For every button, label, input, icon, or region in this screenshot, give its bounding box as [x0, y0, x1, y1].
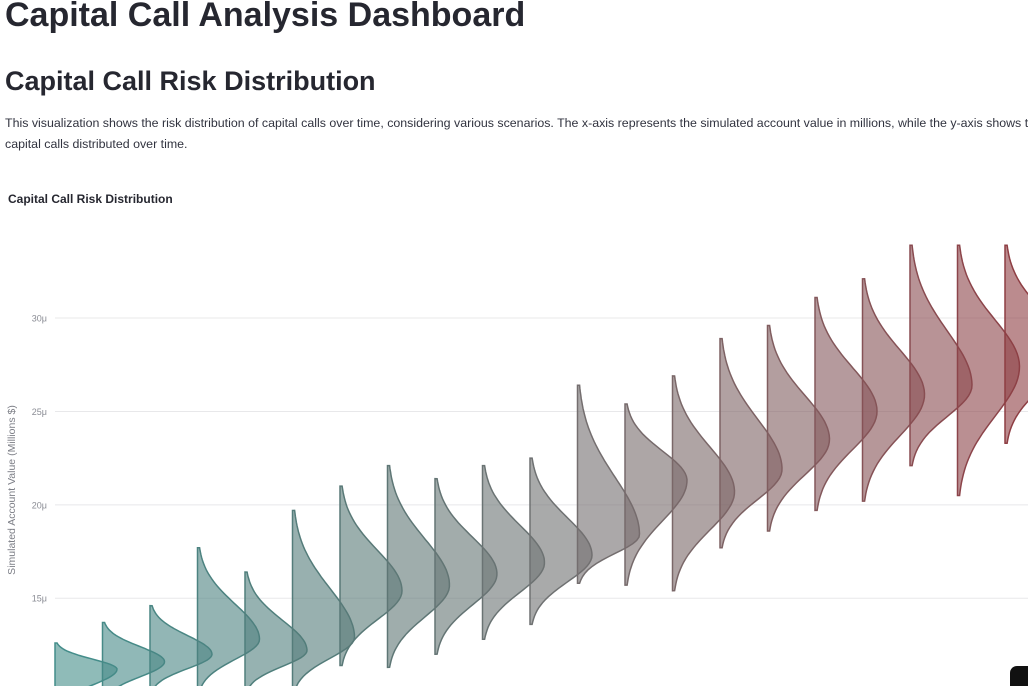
- y-tick-label: 20μ: [32, 500, 47, 510]
- y-tick-label: 25μ: [32, 407, 47, 417]
- plot-area: [54, 244, 1028, 686]
- section-description: This visualization shows the risk distri…: [5, 116, 1028, 151]
- chart: Capital Call Risk Distribution Simulated…: [6, 192, 1028, 686]
- violin: [1004, 244, 1028, 444]
- section-title: Capital Call Risk Distribution: [5, 66, 376, 96]
- violin: [291, 509, 356, 686]
- y-tick-label: 15μ: [32, 594, 47, 604]
- chart-title: Capital Call Risk Distribution: [8, 192, 173, 206]
- y-tick-label: 30μ: [32, 314, 47, 324]
- y-axis-label: Simulated Account Value (Millions $): [6, 405, 18, 575]
- floating-button[interactable]: [1010, 666, 1028, 686]
- violin: [576, 384, 641, 585]
- page-title: Capital Call Analysis Dashboard: [5, 0, 526, 34]
